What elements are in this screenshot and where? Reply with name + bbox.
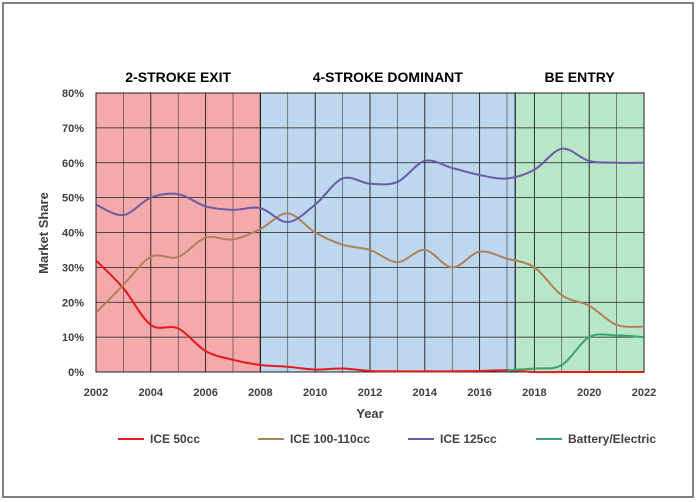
phase-label-0: 2-STROKE EXIT — [125, 69, 231, 85]
y-tick-label: 70% — [62, 123, 84, 135]
legend-label-1: ICE 100-110cc — [290, 432, 370, 446]
legend-label-0: ICE 50cc — [150, 432, 200, 446]
axis-ticks: 0% 10% 20% 30% 40% 50% 60% 70% 80% 2002 2004 2006 20… — [62, 88, 656, 399]
x-axis-title: Year — [356, 406, 383, 421]
series-line-2 — [95, 147, 645, 224]
x-tick-label: 2012 — [358, 387, 382, 399]
y-axis-title: Market Share — [36, 192, 51, 274]
x-tick-label: 2014 — [413, 387, 438, 399]
y-tick-label: 80% — [62, 88, 84, 100]
x-tick-label: 2018 — [522, 387, 546, 399]
series-line-0 — [95, 259, 644, 374]
x-tick-label: 2022 — [632, 387, 656, 399]
x-tick-label: 2006 — [193, 387, 217, 399]
legend: ICE 50cc ICE 100-110cc ICE 125cc Battery/El… — [118, 432, 656, 446]
x-tick-label: 2020 — [577, 387, 601, 399]
y-tick-label: 30% — [62, 262, 84, 274]
y-tick-label: 40% — [62, 228, 84, 240]
series-lines — [95, 147, 645, 374]
x-tick-label: 2010 — [303, 387, 327, 399]
phase-label-2: BE ENTRY — [544, 69, 615, 85]
grid-lines — [95, 92, 645, 373]
x-tick-label: 2004 — [139, 387, 164, 399]
x-tick-label: 2008 — [248, 387, 272, 399]
y-tick-label: 50% — [62, 193, 84, 205]
y-tick-label: 20% — [62, 297, 84, 309]
y-tick-label: 10% — [62, 332, 84, 344]
y-tick-label: 0% — [68, 367, 84, 379]
phase-label-1: 4-STROKE DOMINANT — [313, 69, 464, 85]
x-tick-label: 2016 — [467, 387, 491, 399]
y-tick-label: 60% — [62, 158, 84, 170]
phase-labels: 2-STROKE EXIT 4-STROKE DOMINANT BE ENTRY — [125, 69, 615, 85]
series-line-1 — [95, 212, 645, 328]
legend-label-3: Battery/Electric — [568, 432, 656, 446]
legend-label-2: ICE 125cc — [440, 432, 497, 446]
x-tick-label: 2002 — [84, 387, 108, 399]
series-line-3 — [506, 333, 645, 372]
plot-border — [95, 92, 645, 373]
